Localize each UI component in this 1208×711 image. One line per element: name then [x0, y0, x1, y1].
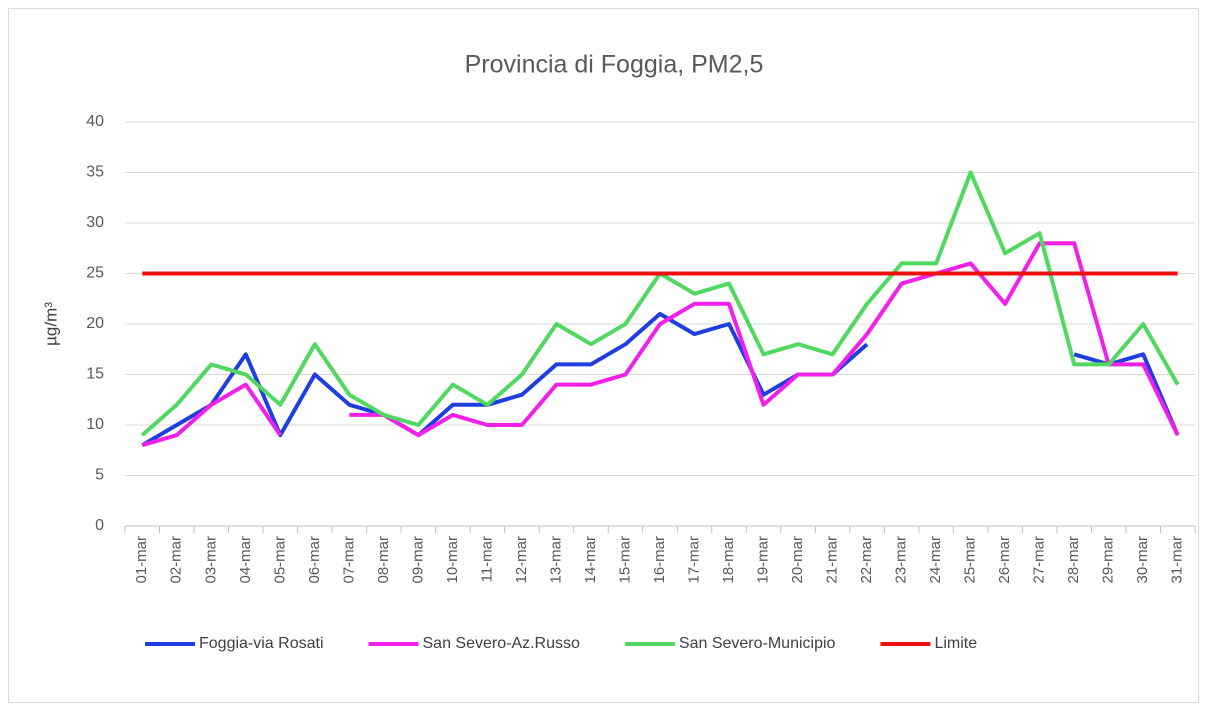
x-tick-label: 01-mar [133, 536, 150, 584]
x-tick-label: 20-mar [789, 536, 806, 584]
legend-label: San Severo-Municipio [679, 635, 836, 652]
y-tick-label: 5 [95, 467, 104, 484]
legend-label: San Severo-Az.Russo [423, 635, 581, 652]
y-tick-label: 30 [86, 214, 104, 231]
x-tick-label: 08-mar [375, 536, 392, 584]
x-tick-label: 24-mar [927, 536, 944, 584]
x-tick-label: 25-mar [962, 536, 979, 584]
x-tick-label: 04-mar [237, 536, 254, 584]
y-tick-label: 35 [86, 164, 104, 181]
x-tick-label: 03-mar [202, 536, 219, 584]
y-tick-label: 25 [86, 265, 104, 282]
legend-label: Limite [934, 635, 977, 652]
x-tick-label: 17-mar [685, 536, 702, 584]
x-tick-label: 15-mar [616, 536, 633, 584]
x-tick-label: 11-mar [478, 536, 495, 582]
y-tick-label: 20 [86, 315, 104, 332]
x-tick-label: 06-mar [306, 536, 323, 584]
legend-label: Foggia-via Rosati [199, 635, 324, 652]
x-tick-label: 19-mar [755, 536, 772, 584]
x-tick-label: 21-mar [824, 536, 841, 584]
y-tick-label: 15 [86, 366, 104, 383]
x-tick-label: 14-mar [582, 536, 599, 584]
x-tick-label: 18-mar [720, 536, 737, 584]
chart-title: Provincia di Foggia, PM2,5 [465, 51, 764, 79]
x-tick-label: 29-mar [1100, 536, 1117, 584]
y-tick-label: 40 [86, 113, 104, 130]
x-tick-label: 23-mar [893, 536, 910, 584]
series-line [141, 241, 1180, 448]
x-tick-label: 13-mar [547, 536, 564, 584]
x-tick-label: 16-mar [651, 536, 668, 584]
y-tick-label: 10 [86, 416, 104, 433]
x-tick-label: 27-mar [1031, 536, 1048, 584]
y-axis-label: µg/m³ [41, 302, 60, 346]
x-tick-label: 02-mar [168, 536, 185, 584]
x-tick-label: 09-mar [409, 536, 426, 584]
x-tick-label: 05-mar [271, 536, 288, 584]
y-tick-label: 0 [95, 517, 104, 534]
x-tick-label: 12-mar [513, 536, 530, 584]
x-tick-label: 31-mar [1169, 536, 1186, 584]
x-tick-label: 22-mar [858, 536, 875, 584]
x-tick-label: 07-mar [340, 536, 357, 584]
x-tick-label: 30-mar [1134, 536, 1151, 584]
x-tick-label: 26-mar [996, 536, 1013, 584]
x-tick-label: 28-mar [1065, 536, 1082, 584]
x-tick-label: 10-mar [444, 536, 461, 584]
